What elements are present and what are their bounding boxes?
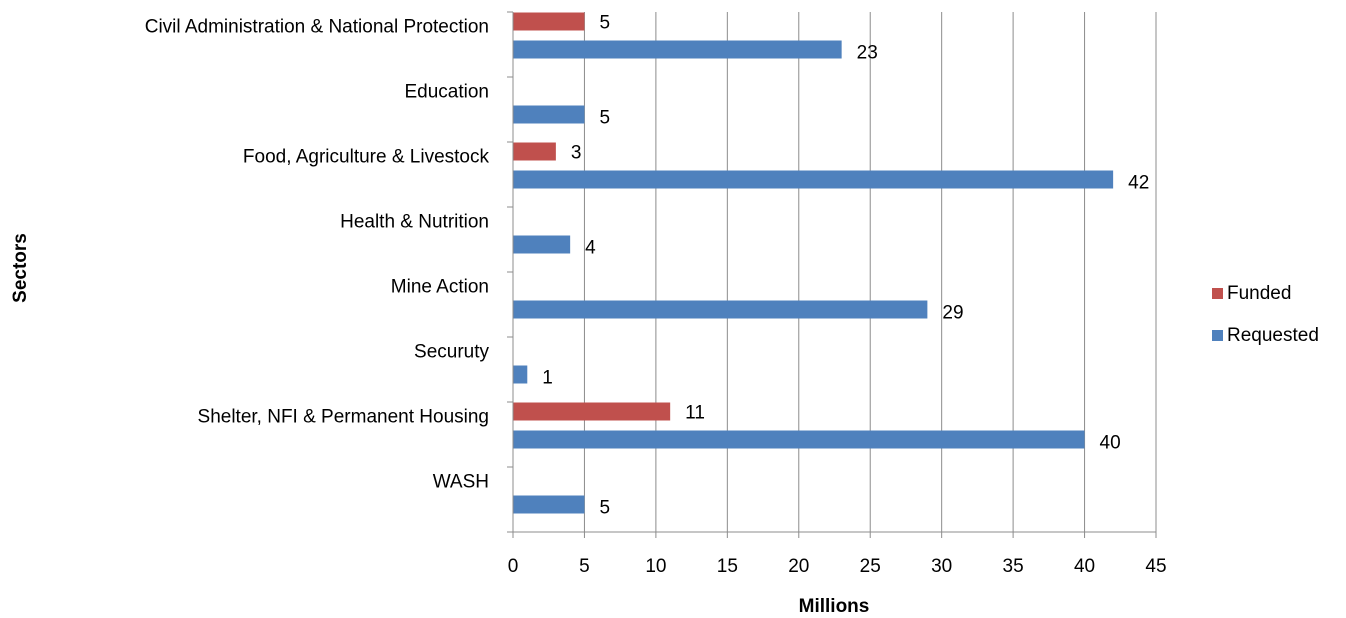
category-label: Food, Agriculture & Livestock (243, 147, 490, 168)
legend-swatch-funded (1212, 288, 1223, 299)
requested-data-label: 40 (1100, 433, 1121, 454)
x-tick-label: 0 (508, 556, 519, 577)
x-tick-label: 45 (1145, 556, 1166, 577)
x-axis-title: Millions (799, 596, 870, 617)
category-label: Education (404, 82, 489, 103)
y-axis-title: Sectors (10, 233, 31, 303)
category-label: Mine Action (391, 277, 489, 298)
category-label: Shelter, NFI & Permanent Housing (198, 407, 489, 428)
x-tick-labels: 0 5 10 15 20 25 30 35 40 45 (508, 556, 1167, 577)
x-tick-label: 20 (788, 556, 809, 577)
x-tick-label: 25 (860, 556, 881, 577)
x-tick-label: 35 (1003, 556, 1024, 577)
x-tick-label: 5 (579, 556, 590, 577)
requested-data-label: 5 (599, 498, 610, 519)
requested-bar (513, 170, 1114, 189)
requested-data-label: 23 (857, 43, 878, 64)
x-tick-label: 30 (931, 556, 952, 577)
x-tick-label: 15 (717, 556, 738, 577)
x-tick-label: 10 (645, 556, 666, 577)
funded-bar (513, 12, 585, 31)
category-labels: Civil Administration & National Protecti… (145, 17, 490, 493)
category-label: WASH (433, 472, 489, 493)
requested-data-label: 1 (542, 368, 553, 389)
requested-bar (513, 40, 842, 59)
axes (507, 11, 1157, 538)
requested-data-label: 4 (585, 238, 596, 259)
requested-bar (513, 235, 571, 254)
requested-bar (513, 430, 1085, 449)
legend-swatch-requested (1212, 330, 1223, 341)
requested-bar (513, 365, 528, 384)
gridlines (583, 12, 1157, 532)
legend-label-funded: Funded (1227, 283, 1291, 304)
requested-bar (513, 495, 585, 514)
category-label: Securuty (414, 342, 489, 363)
legend: Funded Requested (1212, 283, 1319, 346)
funded-data-label: 5 (599, 13, 610, 34)
requested-data-label: 42 (1128, 173, 1149, 194)
funded-data-label: 11 (685, 403, 705, 424)
funded-data-label: 3 (571, 143, 582, 164)
requested-bar (513, 105, 585, 124)
funded-bar (513, 142, 556, 161)
category-label: Civil Administration & National Protecti… (145, 17, 489, 38)
funded-bar (513, 402, 671, 421)
category-label: Health & Nutrition (340, 212, 489, 233)
legend-label-requested: Requested (1227, 325, 1319, 346)
requested-data-label: 29 (942, 303, 963, 324)
requested-bar (513, 300, 928, 319)
requested-data-label: 5 (599, 108, 610, 129)
x-tick-label: 40 (1074, 556, 1095, 577)
bars (513, 12, 1114, 514)
